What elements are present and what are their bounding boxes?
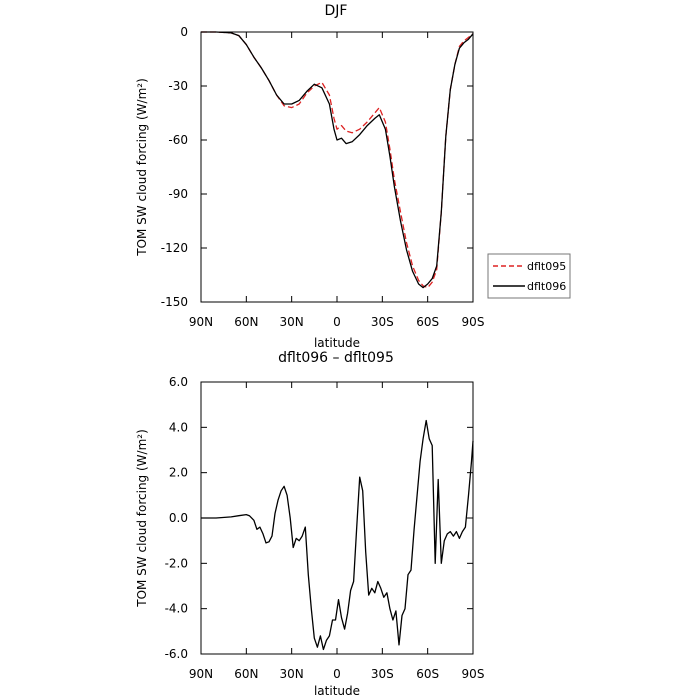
x-tick-label: 30S	[371, 315, 394, 329]
y-tick-label: -4.0	[165, 602, 188, 616]
x-tick-label: 0	[333, 667, 341, 681]
x-tick-label: 30S	[371, 667, 394, 681]
y-axis: 0 -30 -60 -90 -120 -150	[161, 25, 473, 309]
x-tick-label: 60N	[234, 315, 258, 329]
legend-entry-dflt095: dflt095	[527, 260, 566, 273]
legend-box	[487, 253, 571, 299]
y-tick-label: -120	[161, 241, 188, 255]
x-axis: 90N 60N 30N 0 30S 60S 90S	[189, 382, 485, 681]
legend-entry-dflt096: dflt096	[527, 280, 566, 293]
y-axis: 6.0 4.0 2.0 0.0 -2.0 -4.0 -6.0	[165, 375, 473, 661]
series-line-dflt096	[201, 31, 474, 289]
x-tick-label: 90S	[462, 667, 485, 681]
y-axis-label: TOM SW cloud forcing (W/m²)	[135, 78, 149, 257]
x-tick-label: 90S	[462, 315, 485, 329]
djf-panel: DJF 90N 60N 30N 0 30S 60S 90S 0 -30 -60 -90 -120 -1…	[135, 3, 571, 350]
series-line-series-0	[201, 419, 474, 651]
chart-title: dflt096 – dflt095	[278, 350, 394, 366]
plot-area	[201, 419, 474, 651]
x-tick-label: 60N	[234, 667, 258, 681]
y-tick-label: -30	[168, 79, 188, 93]
x-tick-label: 30N	[280, 315, 304, 329]
legend: dflt095 dflt096	[487, 253, 571, 299]
y-tick-label: 0	[180, 25, 188, 39]
y-tick-label: 6.0	[169, 375, 188, 389]
x-axis: 90N 60N 30N 0 30S 60S 90S	[189, 32, 485, 329]
x-tick-label: 90N	[189, 667, 213, 681]
plot-area	[201, 31, 474, 289]
difference-panel: dflt096 – dflt095 90N 60N 30N 0 30S 60S 90S 6.…	[135, 350, 484, 698]
x-tick-label: 60S	[416, 315, 439, 329]
y-tick-label: -60	[168, 133, 188, 147]
x-axis-label: latitude	[314, 336, 360, 350]
x-tick-label: 90N	[189, 315, 213, 329]
x-tick-label: 60S	[416, 667, 439, 681]
y-tick-label: 0.0	[169, 511, 188, 525]
y-tick-label: -6.0	[165, 647, 188, 661]
y-tick-label: 2.0	[169, 466, 188, 480]
x-tick-label: 30N	[280, 667, 304, 681]
y-tick-label: 4.0	[169, 420, 188, 434]
y-tick-label: -2.0	[165, 556, 188, 570]
series-line-dflt095	[201, 31, 474, 289]
chart-title: DJF	[325, 3, 348, 19]
y-tick-label: -150	[161, 295, 188, 309]
plot-frame	[200, 31, 474, 303]
y-tick-label: -90	[168, 187, 188, 201]
x-axis-label: latitude	[314, 684, 360, 698]
x-tick-label: 0	[333, 315, 341, 329]
y-axis-label: TOM SW cloud forcing (W/m²)	[135, 429, 149, 608]
